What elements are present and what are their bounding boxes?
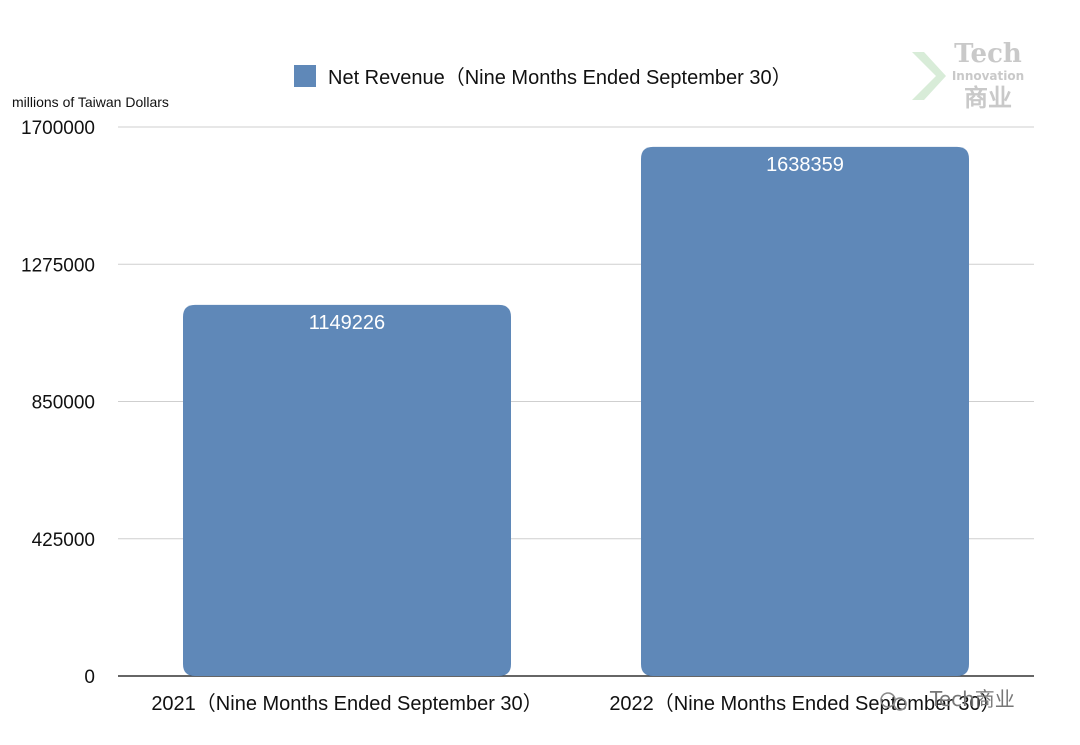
- watermark-logo: Tech Innovation 商业: [912, 39, 1024, 112]
- y-tick-label: 0: [84, 667, 95, 688]
- watermark-word-innovation: Innovation: [952, 69, 1024, 83]
- x-tick-label: 2021（Nine Months Ended September 30）: [151, 692, 542, 715]
- arrow-icon: [912, 52, 946, 100]
- watermark-word-business: 商业: [964, 84, 1012, 112]
- legend: Net Revenue（Nine Months Ended September …: [294, 65, 792, 89]
- x-axis: 2021（Nine Months Ended September 30） 2022…: [151, 692, 1000, 715]
- chat-icon-secondary: [893, 697, 907, 711]
- watermark-bottom: Tech商业: [880, 687, 1015, 711]
- watermark-word-tech: Tech: [954, 39, 1022, 69]
- bar-data-label: 1638359: [766, 154, 844, 176]
- bars: 1149226 1638359: [183, 146, 969, 676]
- y-axis: 0 425000 850000 1275000 1700000: [21, 118, 95, 688]
- y-tick-label: 1700000: [21, 118, 95, 139]
- y-tick-label: 425000: [32, 530, 95, 551]
- bar-data-label: 1149226: [309, 312, 385, 334]
- y-tick-label: 850000: [32, 393, 95, 414]
- bar: [641, 146, 969, 676]
- legend-swatch: [294, 65, 316, 87]
- watermark-bottom-text: Tech商业: [929, 687, 1015, 711]
- legend-label: Net Revenue（Nine Months Ended September …: [328, 66, 792, 89]
- y-tick-label: 1275000: [21, 255, 95, 276]
- y-unit-label: millions of Taiwan Dollars: [12, 94, 169, 110]
- bar: [183, 304, 511, 676]
